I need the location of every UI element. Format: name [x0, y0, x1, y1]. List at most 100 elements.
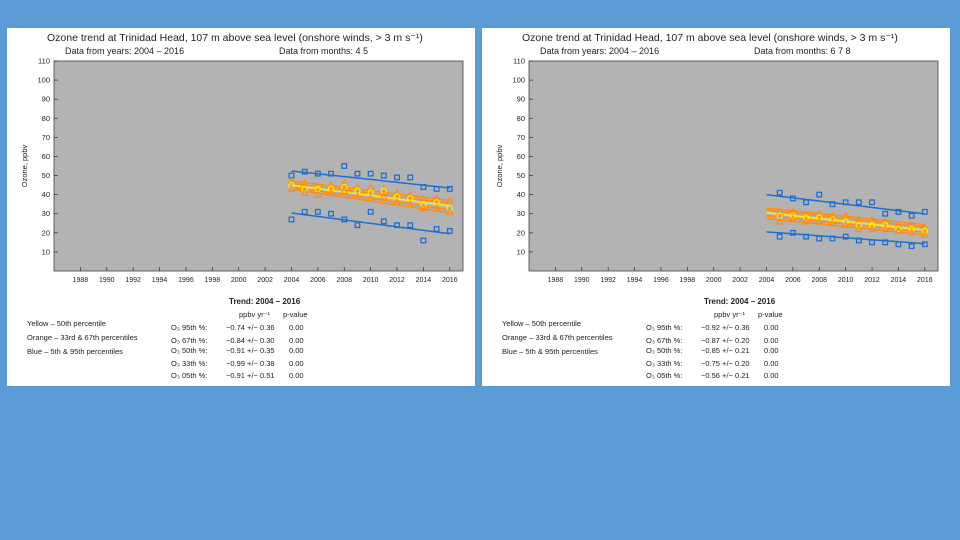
data-point-triangle — [815, 217, 824, 225]
trend-row-pvalue: 0.00 — [764, 359, 779, 368]
data-point-square — [341, 163, 348, 169]
x-tick-label: 1992 — [600, 277, 616, 284]
chart-panel-months-6-7-8: 10 20 30 40 50 60 70 80 90 100 110 1988 1990 1992 1994… — [482, 28, 950, 386]
data-point-square — [367, 170, 374, 177]
data-point-square — [869, 239, 875, 246]
chart-subtitle-months: Data from months: 4 5 — [279, 46, 369, 56]
data-point-square — [367, 208, 374, 215]
data-point-triangle — [287, 177, 296, 185]
trend-row-label: O₃ 67th %: — [646, 336, 683, 345]
data-point-circle — [921, 227, 929, 235]
x-tick-label: 1988 — [73, 277, 89, 284]
data-point-triangle — [802, 217, 811, 225]
data-point-square — [328, 170, 335, 177]
data-point-square — [855, 237, 862, 244]
x-tick-label: 2012 — [864, 277, 880, 284]
data-point-triangle — [828, 211, 837, 219]
data-point-triangle — [366, 194, 375, 202]
trend-row-value: −0.99 +/− 0.38 — [226, 359, 275, 368]
trend-row-pvalue: 0.00 — [289, 371, 304, 380]
data-point-triangle — [775, 207, 784, 215]
data-point-square — [314, 208, 321, 215]
ozone-trend-plot: 10 20 30 40 50 60 70 80 90 100 110 1988 1990 1992 1994… — [20, 57, 464, 284]
data-point-triangle — [868, 224, 877, 233]
x-tick-label: 1996 — [178, 277, 194, 284]
data-point-square — [288, 216, 295, 223]
x-tick-label: 2004 — [284, 277, 300, 284]
data-point-triangle — [920, 230, 929, 238]
pvalue-header: p-value — [758, 310, 783, 319]
data-point-square — [314, 170, 321, 177]
y-tick-label: 80 — [517, 114, 525, 123]
x-tick-label: 1992 — [125, 277, 141, 284]
trend-row-pvalue: 0.00 — [289, 323, 304, 332]
trend-row-05th: O₃ 05th %: −0.91 +/− 0.51 0.00 — [171, 371, 304, 380]
data-point-triangle — [327, 188, 336, 196]
x-tick-label: 2014 — [891, 277, 907, 284]
trend-row-label: O₃ 05th %: — [171, 371, 208, 380]
x-tick-label: 1994 — [152, 277, 168, 284]
data-point-triangle — [406, 190, 415, 198]
trend-row-value: −0.84 +/− 0.30 — [226, 336, 275, 345]
data-point-triangle — [445, 207, 454, 215]
data-point-triangle — [920, 222, 929, 231]
data-point-circle — [881, 221, 889, 229]
y-tick-label: 70 — [42, 133, 50, 142]
data-point-triangle — [300, 188, 309, 196]
data-point-square — [446, 227, 453, 234]
trend-row-label: O₃ 33th %: — [646, 359, 683, 368]
data-point-square — [394, 174, 400, 181]
trend-row-pvalue: 0.00 — [764, 371, 779, 380]
x-tick-label: 1988 — [548, 277, 564, 284]
x-tick-label: 1994 — [627, 277, 643, 284]
x-tick-label: 2000 — [231, 277, 247, 284]
x-tick-label: 2016 — [442, 277, 458, 284]
data-point-triangle — [841, 220, 850, 229]
trend-row-label: O₃ 05th %: — [646, 371, 683, 380]
data-point-square — [842, 199, 849, 206]
x-tick-label: 2010 — [838, 277, 854, 284]
x-tick-label: 1998 — [680, 277, 696, 284]
data-point-square — [776, 233, 783, 240]
trend-row-label: O₃ 50th %: — [171, 346, 208, 355]
y-tick-label: 10 — [517, 247, 525, 256]
legend-blue-text: Blue – 5th & 95th percentiles — [27, 347, 123, 356]
data-point-square — [895, 241, 902, 248]
data-point-square — [776, 189, 783, 196]
y-tick-label: 100 — [37, 76, 50, 85]
data-point-circle — [908, 225, 915, 233]
data-point-triangle — [393, 188, 402, 196]
trend-row-label: O₃ 33th %: — [171, 359, 208, 368]
data-point-circle — [327, 185, 335, 193]
data-point-square — [394, 222, 400, 229]
trend-units-label: ppbv yr⁻¹ — [714, 310, 746, 319]
y-tick-label: 10 — [42, 247, 50, 256]
x-tick-label: 1990 — [99, 277, 115, 284]
data-point-square — [380, 218, 387, 225]
pvalue-header: p-value — [283, 310, 308, 319]
data-point-square — [407, 174, 414, 181]
data-point-square — [420, 237, 427, 244]
x-tick-label: 2006 — [310, 277, 326, 284]
x-tick-label: 2008 — [811, 277, 827, 284]
data-point-square — [380, 172, 387, 179]
data-point-square — [301, 168, 308, 175]
chart-panel-months-4-5: 10 20 30 40 50 60 70 80 90 100 110 1988 1990 1992 1994… — [7, 28, 475, 386]
x-tick-label: 2006 — [785, 277, 801, 284]
data-point-triangle — [327, 180, 336, 189]
x-tick-label: 2008 — [336, 277, 352, 284]
trend-table-title: Trend: 2004 – 2016 — [704, 297, 776, 306]
data-point-triangle — [854, 224, 863, 233]
y-tick-label: 40 — [42, 190, 50, 199]
x-tick-label: 1998 — [205, 277, 221, 284]
data-point-triangle — [907, 228, 916, 236]
data-point-circle — [816, 214, 823, 221]
x-tick-label: 2002 — [257, 277, 273, 284]
x-tick-label: 2010 — [363, 277, 379, 284]
data-point-circle — [842, 218, 849, 225]
plot-area — [53, 60, 464, 272]
data-point-square — [882, 239, 889, 246]
data-point-square — [354, 170, 361, 177]
data-point-square — [921, 208, 928, 215]
data-point-square — [407, 222, 414, 229]
